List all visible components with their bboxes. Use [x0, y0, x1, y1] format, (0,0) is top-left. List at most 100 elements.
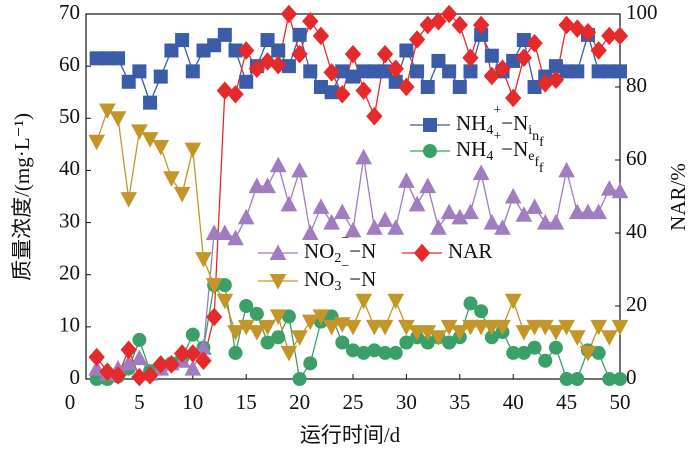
marker	[504, 187, 522, 204]
x-tick-label: 10	[182, 390, 203, 414]
marker	[527, 340, 542, 355]
y2-tick-label: 20	[626, 292, 647, 316]
marker	[355, 293, 373, 310]
marker	[333, 203, 351, 220]
legend-item: NO2−−N	[258, 231, 376, 266]
marker	[227, 229, 244, 246]
marker	[248, 177, 266, 194]
x-tick-label: 15	[236, 390, 257, 414]
marker	[515, 206, 533, 222]
marker	[237, 208, 255, 225]
y-tick-label: 40	[59, 156, 80, 180]
marker	[600, 180, 618, 196]
marker	[227, 325, 244, 341]
x-tick-label: 25	[343, 390, 364, 414]
marker	[195, 252, 212, 268]
legend-label: NO2−−N	[304, 231, 376, 266]
marker	[452, 80, 467, 94]
x-tick-label: 0	[65, 390, 76, 414]
marker	[205, 278, 223, 294]
marker	[570, 64, 585, 79]
marker	[184, 344, 201, 363]
marker	[312, 198, 330, 214]
marker	[280, 4, 298, 24]
x-tick-label: 20	[289, 390, 310, 414]
marker	[430, 330, 447, 346]
y-tick-label: 20	[59, 261, 80, 285]
marker	[472, 319, 490, 336]
marker	[291, 161, 308, 178]
marker	[419, 177, 437, 194]
marker	[239, 74, 254, 89]
marker	[239, 299, 254, 313]
marker	[292, 372, 307, 386]
marker	[570, 372, 585, 386]
marker	[505, 88, 522, 108]
marker	[376, 319, 394, 336]
marker	[558, 319, 575, 336]
marker	[611, 182, 629, 199]
marker	[120, 192, 138, 208]
marker	[152, 139, 170, 156]
marker	[431, 53, 446, 68]
marker	[344, 221, 362, 238]
marker	[366, 219, 383, 235]
marker	[568, 203, 586, 220]
marker	[494, 319, 511, 336]
marker	[526, 198, 543, 214]
marker	[387, 59, 404, 79]
marker	[494, 59, 511, 79]
y2-tick-label: 100	[626, 0, 658, 24]
marker	[228, 345, 243, 360]
y-tick-label: 60	[59, 52, 80, 76]
marker	[413, 243, 431, 263]
marker	[355, 81, 372, 100]
marker	[270, 55, 287, 75]
marker	[132, 332, 147, 347]
marker	[387, 219, 405, 235]
marker	[344, 44, 362, 64]
marker	[462, 48, 479, 68]
marker	[280, 195, 298, 212]
marker	[601, 26, 618, 46]
x-tick-label: 30	[396, 390, 417, 414]
y2-tick-label: 0	[626, 365, 637, 389]
y-tick-label: 30	[59, 208, 80, 232]
marker	[536, 214, 554, 230]
marker	[195, 351, 212, 371]
marker	[344, 319, 362, 336]
marker	[249, 306, 264, 321]
marker	[207, 38, 222, 53]
marker	[143, 95, 158, 110]
marker	[408, 195, 426, 212]
marker	[398, 172, 415, 188]
marker	[430, 12, 447, 31]
x-tick-label: 50	[610, 390, 631, 414]
marker	[590, 41, 607, 60]
y2-tick-label: 80	[626, 73, 647, 97]
y2-tick-label: 60	[626, 146, 647, 170]
legend-item: NAR	[402, 239, 492, 263]
marker	[259, 177, 276, 194]
marker	[152, 355, 169, 374]
y-tick-label: 70	[59, 0, 80, 24]
marker	[302, 12, 319, 31]
marker	[547, 214, 565, 230]
marker	[88, 134, 106, 151]
marker	[611, 26, 629, 46]
y-tick-label: 50	[59, 104, 80, 128]
marker	[548, 340, 563, 355]
y-axis-label: 质量浓度/(mg·L⁻¹)	[10, 113, 34, 281]
marker	[131, 349, 148, 366]
marker	[399, 43, 414, 58]
marker	[579, 22, 597, 42]
marker	[303, 356, 318, 371]
marker	[184, 142, 202, 159]
marker	[163, 355, 180, 374]
marker	[131, 124, 148, 140]
marker	[259, 319, 276, 336]
marker	[568, 330, 586, 346]
legend-label: NAR	[448, 239, 492, 263]
marker	[271, 43, 286, 58]
marker	[312, 309, 330, 325]
